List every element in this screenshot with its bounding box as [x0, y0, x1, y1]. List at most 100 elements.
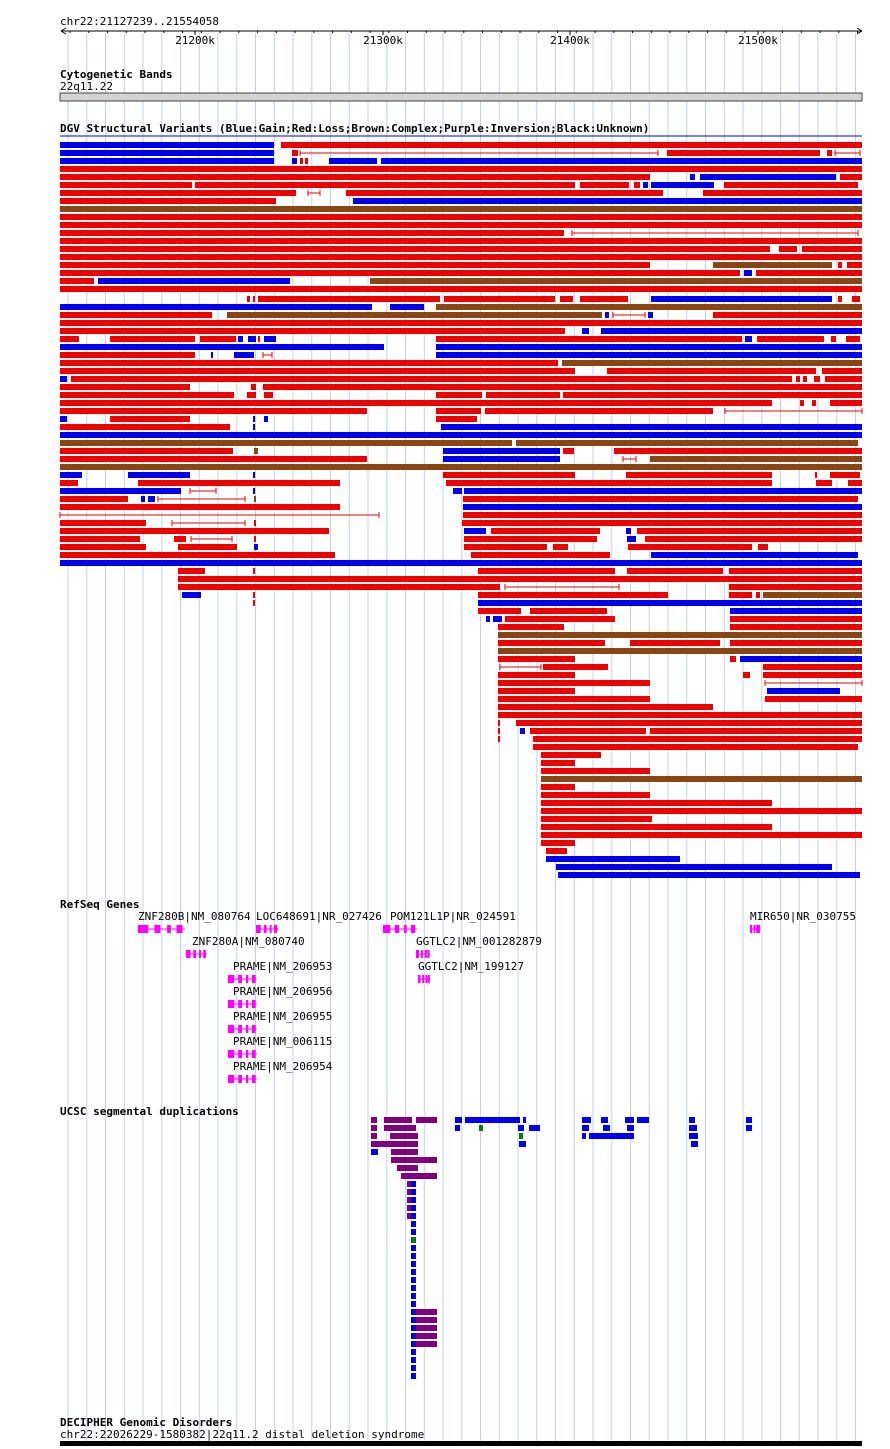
- dgv-variant[interactable]: [533, 736, 862, 742]
- dgv-variant[interactable]: [453, 488, 462, 494]
- segdup-feature[interactable]: [411, 1349, 416, 1355]
- dgv-variant[interactable]: [763, 672, 862, 678]
- dgv-variant[interactable]: [60, 440, 512, 446]
- dgv-variant[interactable]: [724, 182, 858, 188]
- dgv-variant[interactable]: [516, 440, 858, 446]
- dgv-variant[interactable]: [852, 296, 860, 302]
- dgv-variant[interactable]: [563, 448, 574, 454]
- dgv-variant[interactable]: [60, 150, 274, 156]
- segdup-feature[interactable]: [411, 1309, 416, 1315]
- dgv-variant[interactable]: [60, 278, 94, 284]
- dgv-variant[interactable]: [580, 182, 629, 188]
- dgv-variant[interactable]: [700, 174, 836, 180]
- segdup-feature[interactable]: [411, 1237, 416, 1243]
- dgv-variant[interactable]: [128, 472, 190, 478]
- dgv-variant[interactable]: [264, 336, 276, 342]
- dgv-variant[interactable]: [253, 472, 255, 478]
- dgv-variant[interactable]: [254, 520, 256, 526]
- dgv-variant[interactable]: [178, 544, 237, 550]
- dgv-variant[interactable]: [292, 150, 298, 156]
- dgv-variant[interactable]: [60, 230, 564, 236]
- dgv-variant[interactable]: [498, 680, 650, 686]
- dgv-variant[interactable]: [478, 568, 615, 574]
- dgv-variant[interactable]: [446, 480, 772, 486]
- dgv-variant[interactable]: [546, 848, 567, 854]
- dgv-variant[interactable]: [541, 752, 601, 758]
- dgv-variant[interactable]: [614, 448, 862, 454]
- dgv-variant[interactable]: [541, 808, 862, 814]
- dgv-variant[interactable]: [60, 312, 212, 318]
- dgv-variant[interactable]: [60, 416, 67, 422]
- dgv-variant[interactable]: [60, 304, 372, 310]
- dgv-variant[interactable]: [464, 488, 862, 494]
- dgv-variant[interactable]: [812, 400, 816, 406]
- dgv-variant[interactable]: [60, 182, 192, 188]
- segdup-feature[interactable]: [582, 1125, 589, 1131]
- segdup-features[interactable]: [371, 1117, 752, 1379]
- dgv-variant[interactable]: [627, 568, 723, 574]
- segdup-feature[interactable]: [411, 1341, 416, 1347]
- dgv-variant[interactable]: [463, 496, 858, 502]
- dgv-variant[interactable]: [634, 182, 640, 188]
- segdup-feature[interactable]: [407, 1197, 414, 1203]
- dgv-variant[interactable]: [436, 392, 482, 398]
- dgv-variant[interactable]: [464, 544, 547, 550]
- dgv-variant[interactable]: [560, 296, 573, 302]
- dgv-variant[interactable]: [60, 536, 140, 542]
- dgv-variant[interactable]: [195, 182, 575, 188]
- dgv-variant[interactable]: [463, 512, 862, 518]
- segdup-feature[interactable]: [416, 1333, 437, 1339]
- segdup-feature[interactable]: [601, 1117, 608, 1123]
- dgv-variant[interactable]: [263, 384, 862, 390]
- decipher-track[interactable]: DECIPHER Genomic Disorders chr22:2202622…: [60, 1416, 862, 1446]
- dgv-variant[interactable]: [493, 616, 502, 622]
- dgv-variant[interactable]: [60, 488, 181, 494]
- dgv-variant[interactable]: [800, 400, 804, 406]
- dgv-variant[interactable]: [814, 376, 820, 382]
- dgv-variant[interactable]: [436, 336, 742, 342]
- dgv-variant[interactable]: [227, 312, 602, 318]
- dgv-variant[interactable]: [60, 384, 190, 390]
- segdup-feature[interactable]: [411, 1325, 416, 1331]
- dgv-variant[interactable]: [530, 608, 607, 614]
- dgv-variant[interactable]: [756, 270, 862, 276]
- dgv-variant[interactable]: [651, 552, 858, 558]
- segdup-feature[interactable]: [479, 1125, 483, 1131]
- segdup-feature[interactable]: [582, 1133, 586, 1139]
- segdup-feature[interactable]: [371, 1117, 377, 1123]
- dgv-variant[interactable]: [305, 158, 308, 164]
- dgv-variant[interactable]: [264, 392, 273, 398]
- dgv-variant[interactable]: [60, 400, 772, 406]
- segdup-feature[interactable]: [637, 1117, 649, 1123]
- dgv-variant[interactable]: [498, 672, 575, 678]
- dgv-variant[interactable]: [329, 158, 377, 164]
- dgv-variant[interactable]: [141, 496, 145, 502]
- dgv-variant[interactable]: [60, 286, 862, 292]
- segdup-feature[interactable]: [371, 1125, 377, 1131]
- dgv-variant[interactable]: [60, 376, 67, 382]
- dgv-variant[interactable]: [60, 392, 234, 398]
- dgv-variant[interactable]: [353, 198, 862, 204]
- dgv-variant[interactable]: [498, 712, 862, 718]
- dgv-variant[interactable]: [60, 206, 862, 212]
- dgv-variant[interactable]: [743, 672, 750, 678]
- dgv-variant[interactable]: [60, 552, 335, 558]
- dgv-variant[interactable]: [838, 262, 842, 268]
- dgv-variant[interactable]: [803, 376, 807, 382]
- dgv-variant[interactable]: [730, 640, 862, 646]
- dgv-variant[interactable]: [253, 568, 255, 574]
- dgv-variant[interactable]: [60, 166, 862, 172]
- dgv-variant[interactable]: [443, 456, 560, 462]
- segdup-feature[interactable]: [411, 1317, 416, 1323]
- decipher-feature-bar[interactable]: [60, 1441, 862, 1446]
- segdup-feature[interactable]: [689, 1133, 698, 1139]
- dgv-variant[interactable]: [60, 254, 862, 260]
- dgv-variant[interactable]: [643, 182, 648, 188]
- dgv-variant[interactable]: [443, 448, 560, 454]
- dgv-variant[interactable]: [530, 728, 646, 734]
- dgv-variant[interactable]: [254, 496, 256, 502]
- dgv-variant[interactable]: [498, 688, 575, 694]
- dgv-variant[interactable]: [546, 856, 680, 862]
- segdup-feature[interactable]: [411, 1373, 416, 1379]
- segdup-feature[interactable]: [411, 1253, 416, 1259]
